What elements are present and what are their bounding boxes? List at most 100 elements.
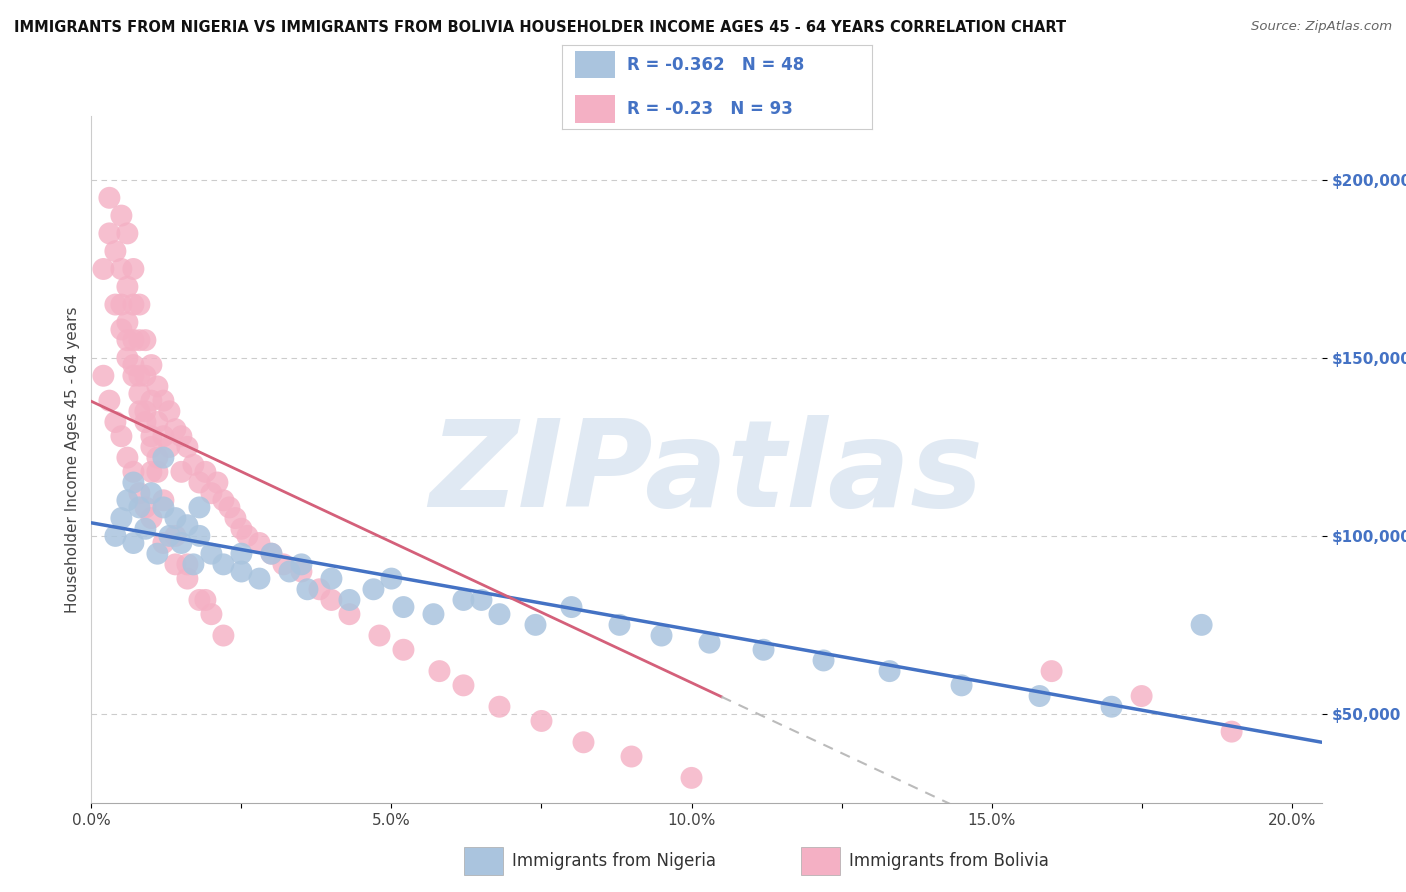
Point (249, 536, 271, 550)
Point (98, 191, 121, 205)
Point (152, 493, 174, 508)
Point (290, 558, 312, 572)
Point (609, 618, 631, 632)
Point (110, 209, 132, 223)
Point (134, 522, 156, 536)
Point (152, 393, 174, 408)
Point (157, 440, 180, 454)
Point (157, 529, 180, 543)
Point (122, 368, 145, 383)
Point (183, 558, 205, 572)
Point (152, 536, 174, 550)
Point (117, 493, 139, 508)
Text: Immigrants from Nigeria: Immigrants from Nigeria (512, 852, 716, 871)
Point (950, 678, 973, 692)
Point (453, 678, 475, 692)
Point (429, 664, 451, 678)
Point (128, 386, 150, 401)
Point (122, 536, 145, 550)
Point (146, 450, 169, 465)
Point (188, 529, 211, 543)
Text: IMMIGRANTS FROM NIGERIA VS IMMIGRANTS FROM BOLIVIA HOUSEHOLDER INCOME AGES 45 - : IMMIGRANTS FROM NIGERIA VS IMMIGRANTS FR… (14, 20, 1066, 35)
Point (392, 642, 415, 657)
Point (122, 262, 145, 277)
Point (231, 522, 253, 536)
Point (141, 486, 163, 500)
Point (122, 465, 145, 479)
Point (141, 511, 163, 525)
Point (176, 518, 198, 533)
Point (98, 227, 121, 241)
Point (176, 440, 198, 454)
Point (110, 511, 132, 525)
Point (117, 227, 139, 241)
Point (879, 664, 901, 678)
Point (524, 618, 547, 632)
Point (620, 749, 643, 764)
Point (170, 465, 193, 479)
Point (110, 429, 132, 443)
Text: Source: ZipAtlas.com: Source: ZipAtlas.com (1251, 20, 1392, 33)
Point (1220, 724, 1243, 739)
Point (278, 565, 301, 579)
Point (104, 529, 127, 543)
Point (117, 333, 139, 347)
Point (122, 475, 145, 490)
Point (104, 244, 127, 259)
Point (98, 393, 121, 408)
Point (152, 450, 174, 465)
Point (141, 465, 163, 479)
Point (308, 582, 330, 597)
Point (813, 653, 835, 667)
Point (165, 511, 187, 525)
Point (117, 315, 139, 329)
Point (1040, 664, 1063, 678)
Point (134, 500, 156, 515)
Point (200, 547, 222, 561)
Point (110, 297, 132, 311)
Text: Immigrants from Bolivia: Immigrants from Bolivia (849, 852, 1049, 871)
Point (134, 333, 156, 347)
Point (134, 415, 156, 429)
Point (530, 714, 553, 728)
Point (699, 635, 721, 649)
Point (122, 297, 145, 311)
Point (188, 475, 211, 490)
Text: ZIPatlas: ZIPatlas (429, 415, 984, 532)
Point (297, 582, 319, 597)
Point (128, 368, 150, 383)
Point (231, 565, 253, 579)
Point (152, 429, 174, 443)
Point (422, 607, 444, 622)
Point (110, 322, 132, 336)
Point (339, 607, 361, 622)
Point (194, 465, 217, 479)
Text: R = -0.23   N = 93: R = -0.23 N = 93 (627, 100, 793, 118)
Point (146, 379, 169, 393)
Point (122, 333, 145, 347)
Point (122, 358, 145, 372)
Point (380, 572, 402, 586)
Point (1028, 689, 1050, 703)
Point (141, 358, 163, 372)
Point (231, 547, 253, 561)
Point (134, 368, 156, 383)
Point (93, 262, 115, 277)
Point (188, 593, 211, 607)
Point (146, 415, 169, 429)
Point (224, 511, 246, 525)
Point (560, 600, 582, 615)
Point (165, 558, 187, 572)
Point (212, 493, 235, 508)
Point (207, 475, 229, 490)
Point (218, 500, 240, 515)
Point (165, 529, 187, 543)
Point (165, 422, 187, 436)
Point (141, 393, 163, 408)
Bar (464, 847, 503, 875)
Point (176, 558, 198, 572)
Point (363, 582, 385, 597)
Point (339, 593, 361, 607)
Point (194, 593, 217, 607)
Point (752, 642, 775, 657)
